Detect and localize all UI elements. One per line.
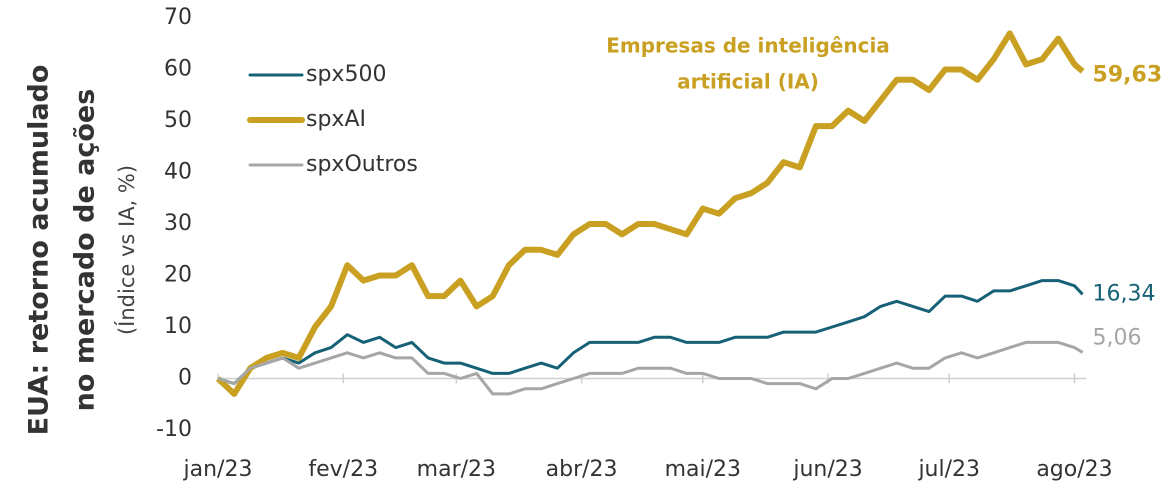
legend-label: spxAI [306, 107, 366, 132]
y-tick-label: -10 [156, 417, 192, 442]
x-tick-label: ago/23 [1036, 457, 1112, 482]
y-tick-label: 70 [164, 5, 192, 30]
x-tick-label: abr/23 [546, 457, 618, 482]
series-line [215, 30, 1085, 397]
x-tick-label: jan/23 [183, 457, 253, 482]
y-tick-label: 60 [164, 57, 192, 82]
y-tick-label: 40 [164, 160, 192, 185]
x-tick-label: mai/23 [665, 457, 741, 482]
annotation-line: artificial (IA) [677, 70, 819, 94]
y-tick-label: 0 [178, 366, 192, 391]
y-tick-label: 30 [164, 211, 192, 236]
x-tick-label: jul/23 [917, 457, 980, 482]
x-tick-label: fev/23 [308, 457, 378, 482]
end-label: 16,34 [1093, 281, 1156, 306]
x-tick-label: mar/23 [417, 457, 496, 482]
y-title-line: EUA: retorno acumulado [24, 65, 55, 436]
series-line [217, 340, 1084, 396]
end-label: 5,06 [1093, 325, 1142, 350]
legend-label: spxOutros [306, 152, 418, 177]
legend-label: spx500 [306, 62, 386, 87]
y-title-line: no mercado de ações [70, 89, 101, 412]
y-tick-label: 10 [164, 314, 192, 339]
x-tick-label: jun/23 [792, 457, 862, 482]
series-line [217, 279, 1084, 386]
annotation-line: Empresas de inteligência [606, 34, 890, 58]
y-tick-label: 20 [164, 263, 192, 288]
end-label: 59,63 [1093, 62, 1163, 87]
y-tick-label: 50 [164, 108, 192, 133]
y-subtitle: (Índice vs IA, %) [114, 165, 139, 335]
